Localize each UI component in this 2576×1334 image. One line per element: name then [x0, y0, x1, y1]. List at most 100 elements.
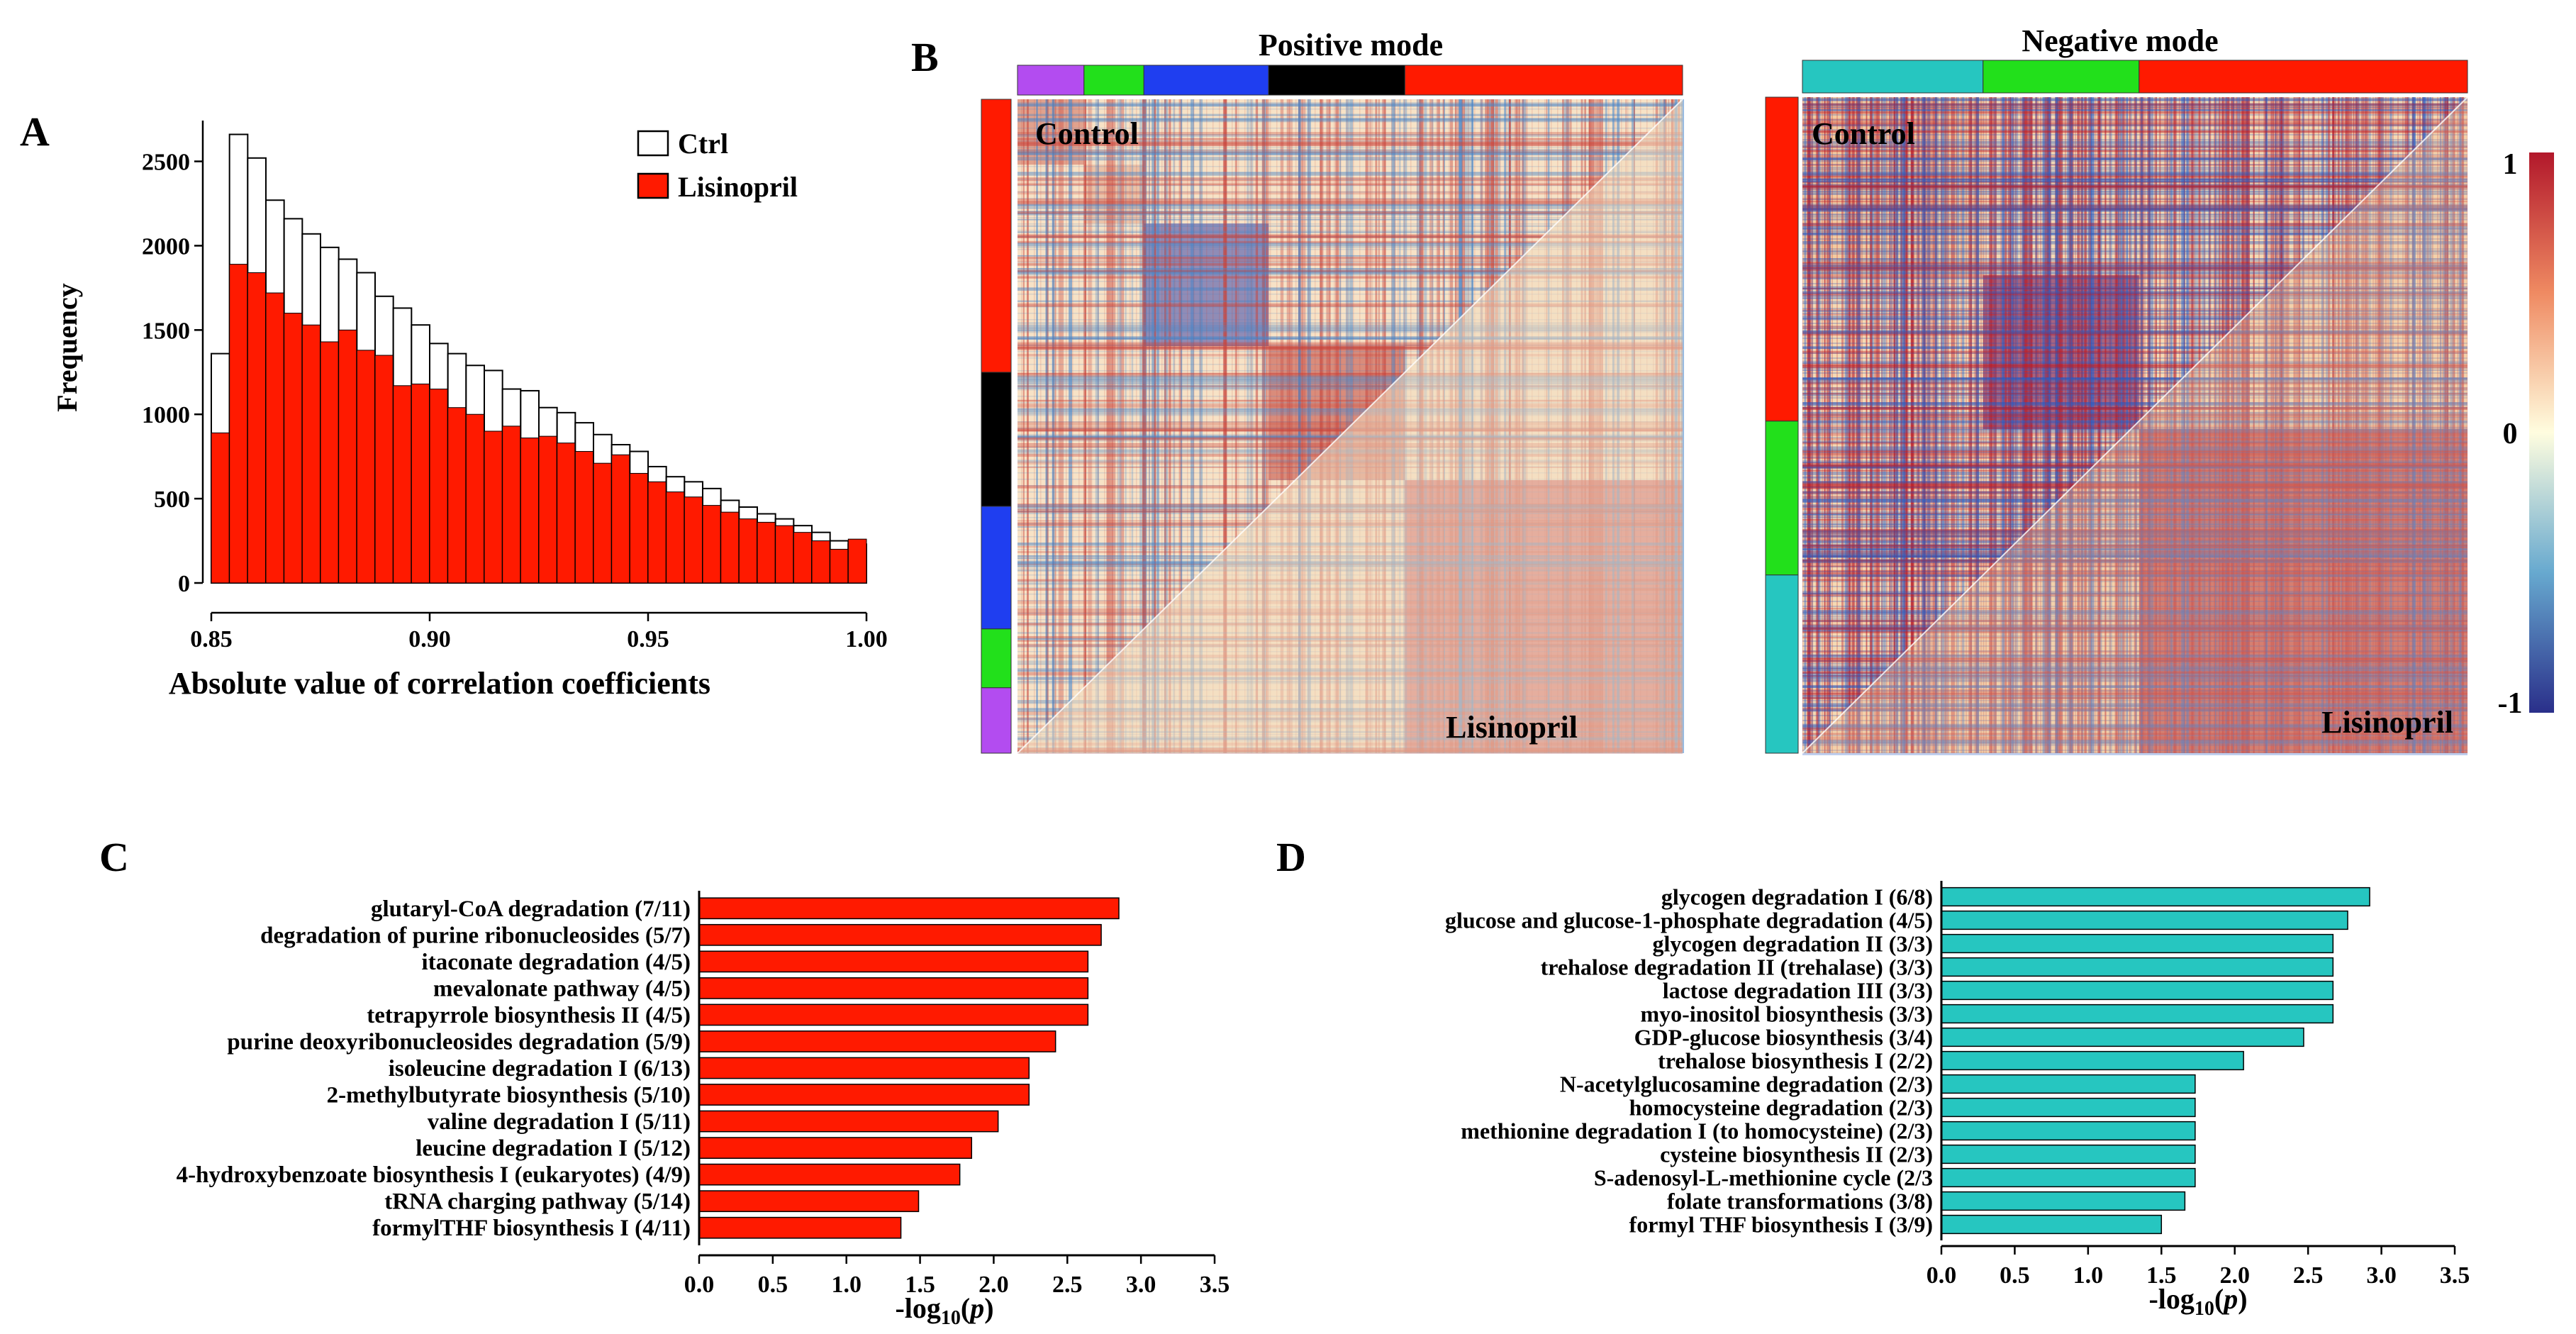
- x-tick-label: 1.00: [845, 626, 888, 652]
- bar-lisinopril: [611, 454, 630, 584]
- bar-c: [698, 1216, 902, 1239]
- group-strip-top: [1268, 65, 1405, 96]
- bar-c: [698, 950, 1089, 973]
- x-tick-label: 0.5: [758, 1272, 788, 1298]
- bar-d: [1941, 1167, 2196, 1188]
- category-label: GDP-glucose biosynthesis (3/4): [1634, 1025, 1933, 1050]
- bar-d: [1941, 933, 2334, 954]
- group-strip-top: [2139, 60, 2468, 94]
- bar-lisinopril: [356, 350, 376, 584]
- y-tick-label: 2500: [142, 150, 190, 176]
- category-label: 4-hydroxybenzoate biosynthesis I (eukary…: [177, 1162, 691, 1188]
- histogram-chart: 0 500 1000 1500 2000 2500 0.85 0.90 0.95 1.00 Fre…: [51, 121, 888, 701]
- category-label: itaconate degradation (4/5): [422, 950, 691, 975]
- y-tick-label: 1000: [142, 402, 190, 428]
- x-tick-label: 1.5: [905, 1272, 935, 1298]
- x-tick-label: 2.5: [1052, 1272, 1083, 1298]
- category-label: glucose and glucose-1-phosphate degradat…: [1445, 908, 1933, 933]
- x-axis-label-d: -log10(p): [2148, 1283, 2247, 1320]
- heatmap-diagonal: [1017, 99, 1683, 754]
- category-label: degradation of purine ribonucleosides (5…: [260, 923, 691, 948]
- category-label: glycogen degradation I (6/8): [1661, 884, 1933, 910]
- heatmap-diagonal: [1802, 96, 2468, 754]
- colorbar-max-label: 1: [2503, 148, 2518, 181]
- category-label: lactose degradation III (3/3): [1663, 978, 1933, 1004]
- bar-d: [1941, 1191, 2186, 1211]
- panel-label-a: A: [20, 109, 50, 155]
- bar-d: [1941, 910, 2348, 930]
- heatmap-lower-label-negative: Lisinopril: [2321, 705, 2453, 740]
- bar-lisinopril: [738, 518, 758, 584]
- bar-lisinopril: [793, 532, 813, 584]
- heatmap-lower-label-positive: Lisinopril: [1446, 710, 1578, 745]
- colorbar-gradient: [2529, 152, 2554, 713]
- x-tick-label: 3.0: [1126, 1272, 1156, 1298]
- bar-c: [698, 977, 1089, 999]
- bar-lisinopril: [847, 538, 867, 584]
- bar-c: [698, 897, 1120, 920]
- bar-lisinopril: [811, 540, 831, 584]
- group-strip-top: [1083, 65, 1144, 96]
- group-strip-side: [981, 628, 1012, 689]
- bar-c: [698, 1163, 961, 1186]
- x-tick-label: 0.95: [627, 626, 669, 652]
- bar-lisinopril: [557, 443, 576, 584]
- x-tick-label: 0.0: [684, 1272, 715, 1298]
- category-label: mevalonate pathway (4/5): [433, 976, 691, 1001]
- category-label: N-acetylglucosamine degradation (2/3): [1560, 1072, 1933, 1097]
- bar-lisinopril: [775, 525, 794, 584]
- bar-lisinopril: [393, 385, 412, 584]
- x-tick-label: 3.5: [1200, 1272, 1230, 1298]
- bar-c: [698, 923, 1102, 946]
- group-strip-top: [1143, 65, 1269, 96]
- bar-c: [698, 1110, 999, 1133]
- bar-lisinopril: [702, 505, 722, 584]
- x-tick-label: 1.5: [2146, 1262, 2177, 1289]
- bar-lisinopril: [301, 324, 321, 584]
- colorbar: 1 0 -1: [2498, 148, 2554, 720]
- panel-label-d: D: [1276, 834, 1306, 880]
- bar-chart-c: glutaryl-CoA degradation (7/11)degradati…: [177, 891, 1230, 1329]
- x-tick-label: 2.5: [2293, 1262, 2324, 1289]
- bar-d: [1941, 1097, 2196, 1118]
- bar-lisinopril: [484, 430, 503, 584]
- bar-lisinopril: [338, 329, 357, 584]
- group-strip-top: [1017, 65, 1085, 96]
- group-strip-top: [1404, 65, 1683, 96]
- heatmap-positive: Positive mode Control Lisinopril: [981, 28, 1685, 754]
- category-label: tetrapyrrole biosynthesis II (4/5): [367, 1003, 691, 1028]
- heatmap-title-negative: Negative mode: [2022, 23, 2218, 58]
- bar-lisinopril: [629, 472, 649, 584]
- group-strip-side: [1765, 96, 1799, 422]
- category-label: 2-methylbutyrate biosynthesis (5/10): [327, 1083, 691, 1108]
- bar-c: [698, 1057, 1030, 1079]
- bar-lisinopril: [247, 272, 267, 584]
- bar-lisinopril: [211, 432, 230, 584]
- bar-lisinopril: [265, 292, 285, 584]
- x-axis-label-c: -log10(p): [895, 1292, 993, 1329]
- bar-lisinopril: [538, 435, 558, 584]
- bar-lisinopril: [520, 438, 540, 584]
- bar-c: [698, 1084, 1030, 1106]
- bar-lisinopril: [229, 264, 248, 584]
- category-label: formylTHF biosynthesis I (4/11): [372, 1216, 691, 1241]
- bar-d: [1941, 980, 2334, 1001]
- x-tick-label: 2.0: [2219, 1262, 2250, 1289]
- heatmap-title-positive: Positive mode: [1259, 28, 1443, 62]
- category-label: folate transformations (3/8): [1667, 1189, 1933, 1214]
- bar-lisinopril: [830, 548, 849, 584]
- bar-lisinopril: [447, 407, 467, 584]
- category-label: tRNA charging pathway (5/14): [384, 1189, 691, 1215]
- y-tick-label: 500: [154, 487, 190, 513]
- x-tick-label: 3.5: [2440, 1262, 2470, 1289]
- y-axis-label: Frequency: [51, 283, 83, 411]
- panel-label-b: B: [911, 34, 939, 80]
- bar-lisinopril: [666, 491, 685, 584]
- bar-chart-d: glycogen degradation I (6/8)glucose and …: [1445, 881, 2470, 1320]
- x-tick-label: 0.85: [190, 626, 233, 652]
- x-tick-label: 0.90: [408, 626, 451, 652]
- bar-lisinopril: [574, 451, 594, 584]
- x-tick-label: 0.5: [2000, 1262, 2030, 1289]
